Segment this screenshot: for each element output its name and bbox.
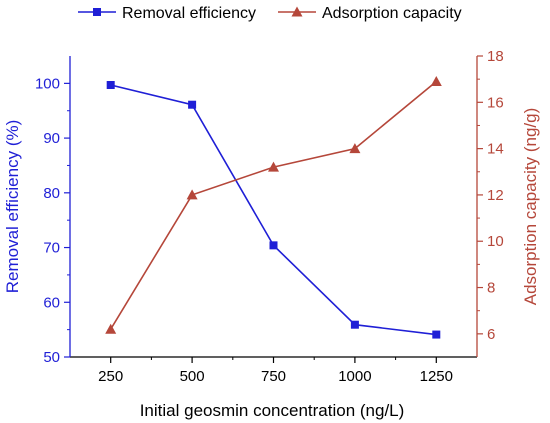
left-y-tick-label: 80: [43, 185, 60, 202]
series-line-right: [110, 80, 437, 330]
legend: Removal efficiency Adsorption capacity: [78, 5, 462, 22]
x-tick-label: 500: [180, 368, 205, 385]
legend-label: Adsorption capacity: [322, 5, 462, 22]
left-y-tick-label: 70: [43, 240, 60, 257]
data-point-triangle: [105, 323, 117, 334]
right-y-tick-label: 18: [487, 48, 504, 65]
data-point-square: [106, 81, 115, 90]
right-y-tick-label: 10: [487, 233, 504, 250]
data-point-triangle: [349, 143, 361, 154]
left-y-tick-label: 60: [43, 294, 60, 311]
right-y-tick-label: 14: [487, 141, 504, 158]
left-y-tick-label: 50: [43, 349, 60, 366]
x-tick-label: 1250: [420, 368, 453, 385]
x-tick-label: 250: [98, 368, 123, 385]
data-point-square: [432, 330, 441, 339]
data-point-square: [188, 100, 197, 109]
right-y-tick-label: 16: [487, 94, 504, 111]
legend-marker-triangle: [291, 6, 303, 17]
right-y-tick-label: 6: [487, 326, 495, 343]
legend-label: Removal efficiency: [122, 5, 256, 22]
x-tick-label: 750: [261, 368, 286, 385]
left-y-tick-label: 100: [35, 75, 60, 92]
x-tick-label: 1000: [338, 368, 371, 385]
x-axis-label: Initial geosmin concentration (ng/L): [140, 401, 405, 420]
plot-area: 250 500 750 1000 1250 50 60 70 80 90 100 6 8 10 12 14 16…: [35, 48, 504, 385]
data-point-triangle: [268, 161, 279, 172]
data-point-triangle: [430, 75, 442, 86]
right-y-tick-label: 12: [487, 187, 504, 204]
legend-marker-square: [93, 8, 101, 16]
data-point-square: [269, 241, 278, 250]
left-y-axis-label: Removal efficiency (%): [3, 120, 22, 294]
right-y-tick-label: 8: [487, 280, 495, 297]
data-point-square: [350, 320, 359, 329]
left-y-tick-label: 90: [43, 130, 60, 147]
data-point-triangle: [186, 189, 198, 200]
right-y-axis-label: Adsorption capacity (ng/g): [521, 108, 540, 306]
